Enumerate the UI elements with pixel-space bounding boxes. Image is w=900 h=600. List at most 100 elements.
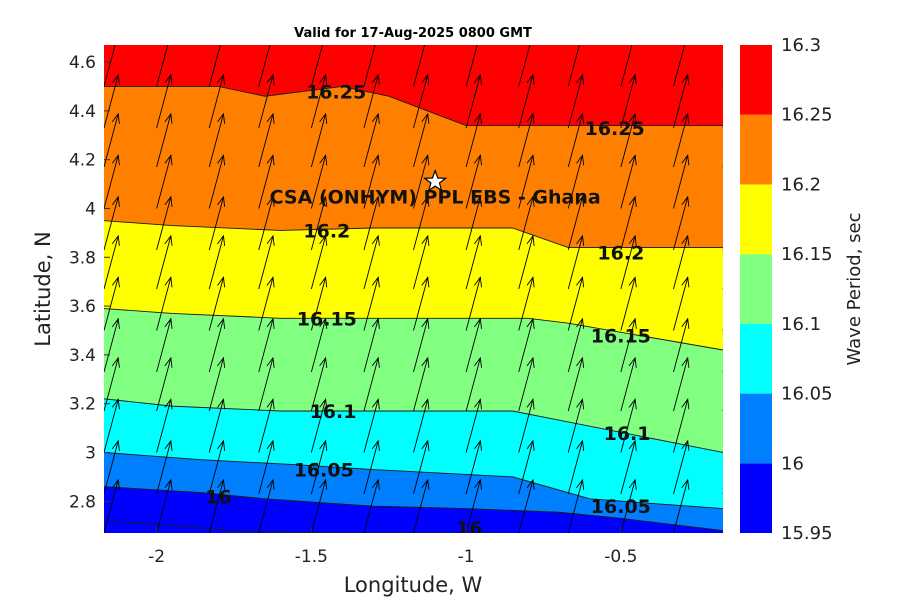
wave-arrow-head [576,234,585,246]
site-star-icon [423,168,448,192]
y-tick-label: 3.6 [69,297,96,317]
wave-arrow-head [421,195,430,207]
wave-arrow [518,196,534,251]
wave-arrow-head [421,478,430,490]
wave-arrow-head [371,356,380,368]
wave-arrow-head [526,195,535,207]
wave-arrow-head [371,276,380,288]
wave-arrow-head [319,478,328,490]
wave-arrow [673,196,689,251]
wave-arrow-head [526,234,535,246]
wave-arrow-head [576,0,583,2]
contour-label: 16.1 [310,401,357,423]
wave-arrow-head [319,317,328,329]
wave-arrow [620,357,636,412]
wave-arrow [258,357,274,412]
wave-arrow-head [731,114,738,124]
wave-arrow-head [576,195,585,207]
wave-arrow-head [112,0,119,2]
y-tick-label: 3.2 [69,395,96,415]
wave-arrow-head [681,356,690,368]
wave-arrow-head [628,398,637,410]
wave-arrow [156,155,172,209]
wave-arrow-head [217,317,226,329]
wave-arrow-head [164,478,173,490]
wave-arrow-head [371,439,380,451]
wave-arrow-head [731,0,738,2]
wave-arrow [310,399,327,453]
wave-arrow [104,479,119,533]
wave-arrow [208,277,224,331]
wave-arrow-head [421,398,430,410]
wave-arrow-head [111,276,120,288]
wave-arrow-head [217,33,224,43]
wave-arrow [208,235,224,290]
x-tick-label: -0.5 [604,547,637,567]
wave-arrow [518,45,531,87]
wave-arrow-head [319,112,328,124]
wave-arrow-head [371,112,380,124]
colorbar-tick-label: 15.95 [781,523,833,544]
wave-arrow [673,45,674,46]
wave-arrow [413,74,429,129]
wave-arrow-head [576,478,585,490]
wave-arrow-head [319,195,328,207]
colorbar-tick-label: 16.25 [781,105,833,126]
y-tick-label: 3 [85,443,96,463]
wave-arrow [310,235,327,290]
wave-arrow [208,113,224,168]
wave-arrow-head [628,73,637,85]
site-marker-group: CSA (ONHYM) PPL EBS - Ghana [270,168,601,209]
wave-arrow [363,196,379,251]
wave-arrow-head [319,398,328,410]
wave-arrow [310,74,327,129]
x-axis-label: Longitude, W [344,573,483,597]
wave-arrow-head [526,439,535,451]
wave-arrow [413,318,429,373]
wave-arrow-head [111,439,120,451]
wave-arrow [673,277,689,331]
wave-arrow [310,357,327,412]
wave-arrow [673,440,689,495]
wave-arrow-head [320,0,327,2]
wave-arrow-head [217,154,226,166]
wave-arrow-head [628,276,637,288]
contour-label: 16 [456,518,482,540]
wave-arrow [673,479,689,533]
wave-arrow [620,155,636,209]
y-tick-label: 4.6 [69,53,96,73]
wave-arrow [620,196,636,251]
wave-arrow [673,399,689,453]
wave-arrow-head [319,439,328,451]
wave-arrow [465,196,481,251]
wave-arrow [465,45,478,87]
wave-arrow-head [371,195,380,207]
wave-arrow-head [474,154,482,166]
wave-arrow [104,277,119,331]
wave-arrow-head [371,317,380,329]
wave-arrow [208,440,224,495]
wave-arrow [156,399,172,453]
wave-arrow [363,113,379,168]
wave-arrow-head [576,73,585,85]
wave-arrow [518,357,534,412]
wave-arrow-head [474,195,482,207]
wave-arrow [258,277,274,331]
wave-arrow [567,74,583,129]
wave-arrow [156,479,172,533]
wave-arrow [363,318,379,373]
wave-arrow [673,155,689,209]
wave-arrow-head [164,398,173,410]
wave-arrow-head [526,112,535,124]
wave-arrow [156,74,172,129]
wave-arrow-head [319,276,328,288]
contour-line-16.25 [104,86,723,126]
x-axis: -2 -1.5 -1 -0.5 [148,527,637,567]
wave-arrow-head [474,0,481,2]
wave-arrow-head [421,439,430,451]
wave-arrow [156,357,172,412]
wave-arrow-head [371,234,380,246]
plot-area: 16.25 16.25 16.2 16.2 16.15 16.15 16.1 16.1 16.0… [104,0,738,540]
wave-arrow-head [371,398,380,410]
colorbar-swatch [740,184,772,255]
